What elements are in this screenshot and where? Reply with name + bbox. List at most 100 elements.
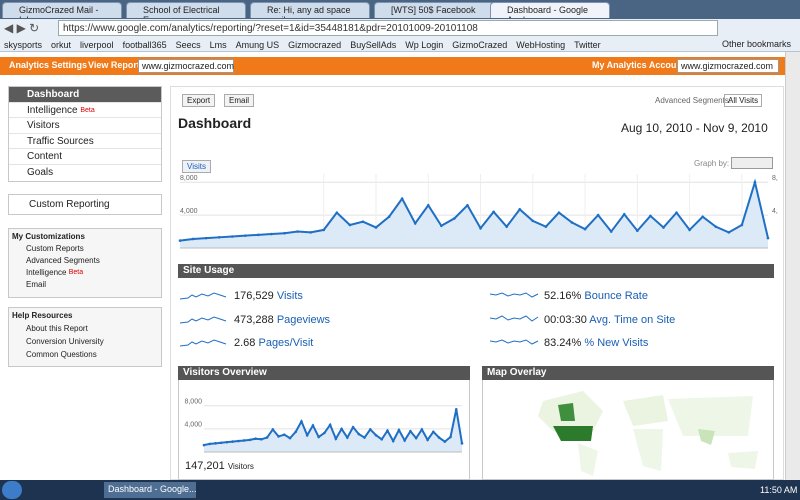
bookmark[interactable]: Seecs	[175, 40, 201, 50]
point	[311, 424, 315, 427]
metric-label[interactable]: % New Visits	[584, 337, 649, 349]
point	[305, 433, 309, 437]
point	[380, 437, 384, 441]
point	[426, 203, 430, 207]
metric-label[interactable]: Bounce Rate	[584, 290, 648, 302]
nav-item[interactable]: Visitors	[9, 118, 161, 134]
bookmark[interactable]: Wp Login	[405, 40, 444, 50]
nav-item[interactable]: Goals	[27, 166, 54, 178]
metric: 473,288 Pageviews	[234, 314, 330, 326]
task-button[interactable]: Dashboard - Google...	[104, 482, 196, 498]
point	[265, 436, 269, 439]
point	[766, 236, 770, 240]
metric-label[interactable]: Avg. Time on Site	[589, 314, 676, 326]
point	[214, 442, 217, 445]
custom-reporting[interactable]: Custom Reporting	[8, 194, 162, 215]
site-select[interactable]: www.gizmocrazed.com	[138, 59, 234, 73]
clock: 11:50 AM	[760, 485, 798, 495]
visitors-label: Visitors	[227, 462, 254, 471]
point	[397, 428, 401, 432]
nav-buttons[interactable]: ◀ ▶ ↻	[4, 21, 40, 35]
point	[466, 203, 469, 207]
section-header: Visitors Overview	[178, 366, 470, 380]
scrollbar[interactable]	[785, 52, 800, 480]
point	[596, 213, 600, 217]
link[interactable]: Email	[26, 280, 47, 289]
segments-label: Advanced Segments:	[655, 96, 732, 105]
customizations-box: My Customizations Custom Reports Advance…	[8, 228, 162, 298]
bookmark[interactable]: orkut	[51, 40, 72, 50]
nav-item[interactable]: Dashboard	[9, 87, 161, 103]
point	[688, 228, 691, 232]
point	[453, 217, 456, 220]
link[interactable]: Advanced Segments	[26, 256, 100, 265]
point	[675, 211, 678, 214]
visitors-total: 147,201 Visitors	[185, 460, 254, 472]
point	[208, 442, 212, 446]
url-bar[interactable]: https://www.google.com/analytics/reporti…	[58, 20, 718, 36]
link[interactable]: Conversion University	[26, 337, 104, 346]
point	[248, 438, 252, 442]
bookmark[interactable]: Twitter	[574, 40, 601, 50]
graph-by-buttons[interactable]	[731, 157, 773, 169]
date-range[interactable]: Aug 10, 2010 - Nov 9, 2010	[621, 121, 768, 135]
y-tick-label: 8,000	[180, 175, 198, 182]
bookmark[interactable]: WebHosting	[516, 40, 566, 50]
tab[interactable]: [WTS] 50$ Facebook vou...	[374, 2, 494, 18]
link[interactable]: Custom Reports	[26, 244, 84, 253]
metric-label[interactable]: Visits	[276, 290, 303, 302]
tab[interactable]: School of Electrical Engg ...	[126, 2, 246, 18]
point	[701, 215, 704, 219]
metric-label[interactable]: Pageviews	[276, 314, 331, 326]
link[interactable]: Common Questions	[26, 350, 97, 359]
bookmark[interactable]: liverpool	[80, 40, 114, 50]
point	[361, 220, 365, 223]
tab[interactable]: Dashboard - Google Anal...	[490, 2, 610, 18]
metric-label[interactable]: Pages/Visit	[258, 337, 314, 349]
segments-select[interactable]: All Visits	[724, 94, 763, 107]
point	[254, 437, 257, 441]
account-select[interactable]: www.gizmocrazed.com	[677, 59, 779, 73]
point	[391, 439, 395, 443]
visitors-chart: 4,000 8,000	[184, 399, 464, 453]
bookmark[interactable]: skysports	[4, 40, 43, 50]
metric-select[interactable]: Visits	[182, 160, 211, 173]
point	[454, 407, 458, 411]
bookmark[interactable]: football365	[122, 40, 167, 50]
export-button[interactable]: Export	[182, 94, 216, 107]
link[interactable]: About this Report	[26, 324, 88, 333]
tab[interactable]: Re: Hi, any ad space avail...	[250, 2, 370, 18]
bookmark[interactable]: Gizmocrazed	[288, 40, 342, 50]
point	[557, 211, 561, 214]
y-tick-label: 8,000	[772, 175, 778, 182]
point	[309, 231, 312, 234]
point	[178, 239, 182, 242]
point	[420, 428, 424, 431]
nav-item[interactable]: Intelligence Beta	[9, 103, 161, 118]
metric-value: 473,288	[234, 314, 274, 326]
section-title: My Customizations	[12, 232, 85, 241]
point	[374, 226, 378, 229]
metric: 00:03:30 Avg. Time on Site	[544, 314, 675, 326]
start-button[interactable]	[2, 481, 22, 499]
settings-link[interactable]: Analytics Settings	[9, 60, 88, 70]
point	[479, 226, 482, 230]
point	[335, 211, 339, 214]
link[interactable]: Intelligence Beta	[12, 267, 158, 279]
point	[225, 440, 229, 444]
point	[217, 236, 221, 239]
tab[interactable]: GizmoCrazed Mail - Inbo...	[2, 2, 122, 18]
email-button[interactable]: Email	[224, 94, 255, 107]
bookmark[interactable]: Lms	[209, 40, 227, 50]
bookmark[interactable]: Amung US	[235, 40, 280, 50]
nav-item[interactable]: Content	[9, 149, 161, 165]
other-bookmarks[interactable]: Other bookmarks	[722, 39, 792, 49]
nav-item[interactable]: Traffic Sources	[9, 134, 161, 149]
bookmark[interactable]: BuySellAds	[350, 40, 397, 50]
section-header: Map Overlay	[482, 366, 774, 380]
bookmark[interactable]: GizmoCrazed	[452, 40, 508, 50]
point	[340, 427, 343, 431]
point	[257, 233, 260, 237]
view-reports-label: View Reports:	[88, 60, 148, 70]
